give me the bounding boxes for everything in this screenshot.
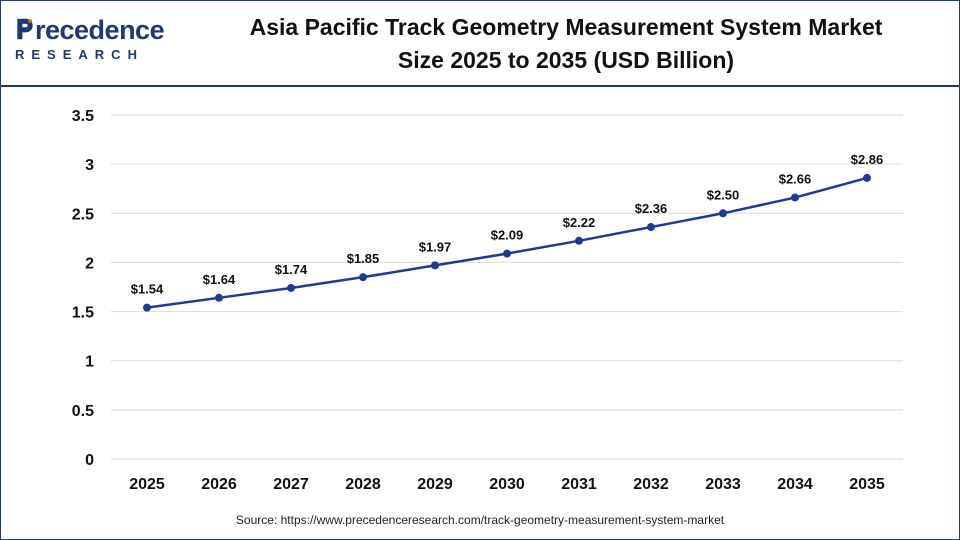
data-label: $1.85 <box>347 251 380 266</box>
x-tick-label: 2027 <box>273 476 309 493</box>
series <box>143 173 871 312</box>
data-point <box>143 303 151 312</box>
data-point <box>719 209 727 218</box>
data-point <box>863 173 871 182</box>
y-tick-label: 0 <box>85 452 94 469</box>
x-tick-label: 2034 <box>777 476 813 493</box>
data-label: $2.86 <box>851 152 884 167</box>
logo-p-icon <box>17 18 33 40</box>
precedence-research-logo: recedence RESEARCH <box>13 15 165 65</box>
data-label: $2.50 <box>707 187 740 202</box>
x-tick-label: 2030 <box>489 476 525 493</box>
source-note: Source: https://www.precedenceresearch.c… <box>235 513 725 527</box>
line-chart: 0 0.5 1 1.5 2 2.5 3 3.5 2025 2026 2027 2028 2029 2030… <box>72 108 903 493</box>
x-tick-label: 2031 <box>561 476 597 493</box>
data-point <box>287 283 295 292</box>
y-tick-label: 3.5 <box>72 108 94 125</box>
data-point <box>215 293 223 302</box>
x-tick-label: 2025 <box>129 476 165 493</box>
chart-header: recedence RESEARCH Asia Pacific Track Ge… <box>1 1 959 87</box>
data-label: $1.97 <box>419 239 452 254</box>
data-label: $1.64 <box>203 272 236 287</box>
chart-title: Asia Pacific Track Geometry Measurement … <box>201 11 931 77</box>
data-label: $2.22 <box>563 215 596 230</box>
grid-lines <box>111 114 903 460</box>
data-point <box>503 249 511 258</box>
x-tick-label: 2032 <box>633 476 669 493</box>
axes: 0 0.5 1 1.5 2 2.5 3 3.5 2025 2026 2027 2028 2029 2030… <box>72 108 885 493</box>
y-tick-label: 3 <box>85 157 94 174</box>
data-point <box>791 193 799 202</box>
data-point <box>359 273 367 282</box>
data-label: $2.36 <box>635 201 668 216</box>
data-point <box>647 223 655 232</box>
x-tick-label: 2029 <box>417 476 453 493</box>
logo-text-top: recedence <box>35 15 165 45</box>
y-tick-label: 0.5 <box>72 403 94 420</box>
data-label: $2.09 <box>491 228 524 243</box>
x-tick-label: 2026 <box>201 476 237 493</box>
y-tick-label: 1 <box>85 354 94 371</box>
data-label: $1.54 <box>131 282 164 297</box>
x-tick-label: 2035 <box>849 476 885 493</box>
data-point <box>431 261 439 270</box>
x-tick-label: 2033 <box>705 476 741 493</box>
y-tick-label: 1.5 <box>72 305 94 322</box>
y-tick-label: 2 <box>85 255 94 272</box>
y-tick-label: 2.5 <box>72 206 94 223</box>
x-tick-label: 2028 <box>345 476 381 493</box>
data-point <box>575 236 583 245</box>
series-line <box>146 176 868 309</box>
chart-title-line-1: Asia Pacific Track Geometry Measurement … <box>249 14 883 40</box>
data-labels: $1.54 $1.64 $1.74 $1.85 $1.97 $2.09 $2.22 $2.36… <box>131 152 884 297</box>
chart-title-line-2: Size 2025 to 2035 (USD Billion) <box>397 47 735 73</box>
data-label: $2.66 <box>779 172 812 187</box>
data-label: $1.74 <box>275 262 308 277</box>
logo-text-bottom: RESEARCH <box>15 47 144 62</box>
